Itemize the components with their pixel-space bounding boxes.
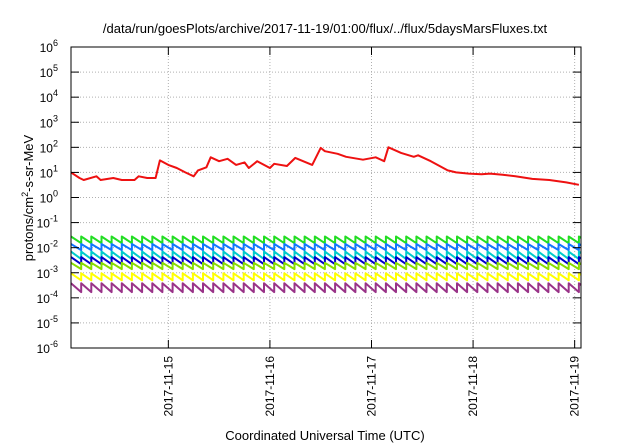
x-tick-labels: 2017-11-15 2017-11-16 2017-11-17 2017-11-18… xyxy=(161,356,581,417)
y-tick-base: 10 xyxy=(37,292,51,306)
y-tick-base: 10 xyxy=(40,66,54,80)
y-tick-exponent: -3 xyxy=(50,264,58,274)
series-line xyxy=(70,272,582,282)
y-tick-label: 103 xyxy=(40,113,58,130)
x-tick-label: 2017-11-17 xyxy=(364,356,378,417)
y-tick-exponent: -1 xyxy=(50,214,58,224)
y-tick-exponent: -2 xyxy=(50,239,58,249)
y-tick-base: 10 xyxy=(40,166,54,180)
series-layer xyxy=(70,146,582,294)
chart-title: /data/run/goesPlots/archive/2017-11-19/0… xyxy=(103,21,548,36)
x-axis-label: Coordinated Universal Time (UTC) xyxy=(225,428,424,443)
x-tick-label: 2017-11-16 xyxy=(263,356,277,417)
series-line xyxy=(70,256,582,266)
series-line xyxy=(70,282,582,294)
series-line xyxy=(70,235,582,245)
y-tick-label: 100 xyxy=(40,189,58,206)
y-tick-label: 102 xyxy=(40,138,58,155)
y-tick-base: 10 xyxy=(37,242,51,256)
ticks xyxy=(71,46,581,349)
y-tick-base: 10 xyxy=(37,217,51,231)
y-tick-label: 10-3 xyxy=(37,264,58,281)
y-tick-base: 10 xyxy=(37,267,51,281)
y-tick-base: 10 xyxy=(40,91,54,105)
y-tick-exponent: 4 xyxy=(53,88,58,98)
y-tick-exponent: 6 xyxy=(53,38,58,48)
y-tick-exponent: -6 xyxy=(50,339,58,349)
y-tick-label: 104 xyxy=(40,88,58,105)
series-line xyxy=(70,243,582,252)
y-tick-exponent: 5 xyxy=(53,63,58,73)
y-tick-label: 10-5 xyxy=(37,314,58,331)
y-tick-label: 10-4 xyxy=(37,289,58,306)
series-line xyxy=(70,261,582,271)
y-axis-label-pre: protons/cm xyxy=(21,197,36,261)
y-tick-exponent: -5 xyxy=(50,314,58,324)
y-tick-label: 10-6 xyxy=(37,339,58,356)
y-tick-label: 106 xyxy=(40,38,58,55)
y-tick-label: 10-1 xyxy=(37,214,58,231)
y-tick-base: 10 xyxy=(40,41,54,55)
series-line xyxy=(70,250,582,261)
y-tick-exponent: 3 xyxy=(53,113,58,123)
y-tick-label: 10-2 xyxy=(37,239,58,256)
x-tick-label: 2017-11-18 xyxy=(466,356,480,417)
x-tick-label: 2017-11-15 xyxy=(161,356,175,417)
y-tick-exponent: 1 xyxy=(53,163,58,173)
y-tick-exponent: -4 xyxy=(50,289,58,299)
y-tick-exponent: 0 xyxy=(53,189,58,199)
y-tick-base: 10 xyxy=(40,192,54,206)
y-tick-label: 105 xyxy=(40,63,58,80)
series-line xyxy=(70,146,580,186)
y-tick-labels: 10-610-510-410-310-210-11001011021031041… xyxy=(37,38,58,356)
y-tick-label: 101 xyxy=(40,163,58,180)
y-tick-base: 10 xyxy=(37,317,51,331)
y-tick-base: 10 xyxy=(40,141,54,155)
x-tick-label: 2017-11-19 xyxy=(568,356,582,417)
y-tick-base: 10 xyxy=(37,342,51,356)
y-tick-exponent: 2 xyxy=(53,138,58,148)
y-axis-label-post: -s-sr-MeV xyxy=(21,134,36,191)
y-axis-label-sup: 2 xyxy=(20,192,30,197)
grid xyxy=(71,47,581,348)
y-axis-label: protons/cm2-s-sr-MeV xyxy=(20,134,36,261)
y-tick-base: 10 xyxy=(40,116,54,130)
